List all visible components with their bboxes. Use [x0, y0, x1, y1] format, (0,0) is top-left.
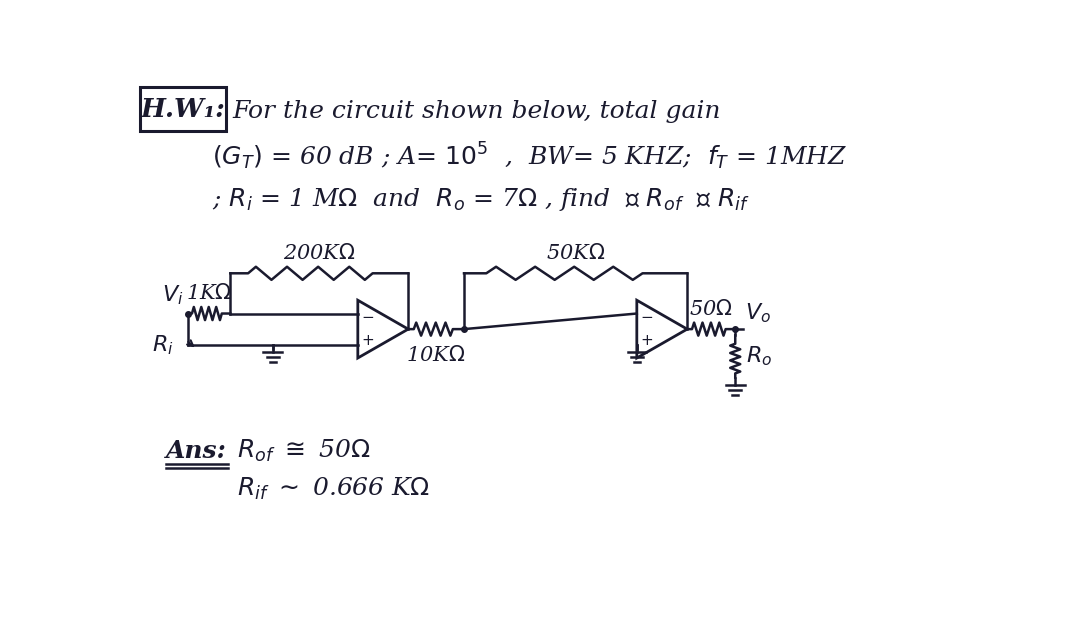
Text: +: +	[362, 333, 375, 348]
Text: 50$\Omega$: 50$\Omega$	[689, 299, 733, 319]
FancyBboxPatch shape	[140, 87, 226, 131]
Text: +: +	[640, 333, 653, 348]
Text: 200K$\Omega$: 200K$\Omega$	[283, 243, 355, 263]
Text: 50K$\Omega$: 50K$\Omega$	[546, 243, 605, 263]
Text: $R_{if}$ $\sim$ 0.666 K$\Omega$: $R_{if}$ $\sim$ 0.666 K$\Omega$	[238, 476, 431, 502]
Text: $R_o$: $R_o$	[746, 345, 772, 368]
Text: $R_i$: $R_i$	[152, 333, 174, 357]
Text: 1K$\Omega$: 1K$\Omega$	[186, 283, 232, 303]
Text: $V_o$: $V_o$	[744, 302, 770, 325]
Text: −: −	[640, 310, 653, 325]
Text: Ans:: Ans:	[166, 439, 227, 463]
Text: −: −	[362, 310, 375, 325]
Text: $V_i$: $V_i$	[162, 284, 184, 308]
Text: For the circuit shown below, total gain: For the circuit shown below, total gain	[232, 100, 720, 122]
Text: ; $R_i$ = 1 M$\Omega$  and  $R_o$ = 7$\Omega$ , find  ① $R_{of}$  ② $R_{if}$: ; $R_i$ = 1 M$\Omega$ and $R_o$ = 7$\Ome…	[213, 186, 751, 213]
Text: 10K$\Omega$: 10K$\Omega$	[406, 345, 465, 364]
Text: $(G_T)$ = 60 dB ; A= $10^5$  ,  BW= 5 KHZ;  $f_T$ = 1MHZ: $(G_T)$ = 60 dB ; A= $10^5$ , BW= 5 KHZ;…	[213, 140, 848, 172]
Text: H.W₁:: H.W₁:	[140, 97, 226, 122]
Text: $R_{of}$ $\cong$ 50$\Omega$: $R_{of}$ $\cong$ 50$\Omega$	[238, 438, 370, 464]
